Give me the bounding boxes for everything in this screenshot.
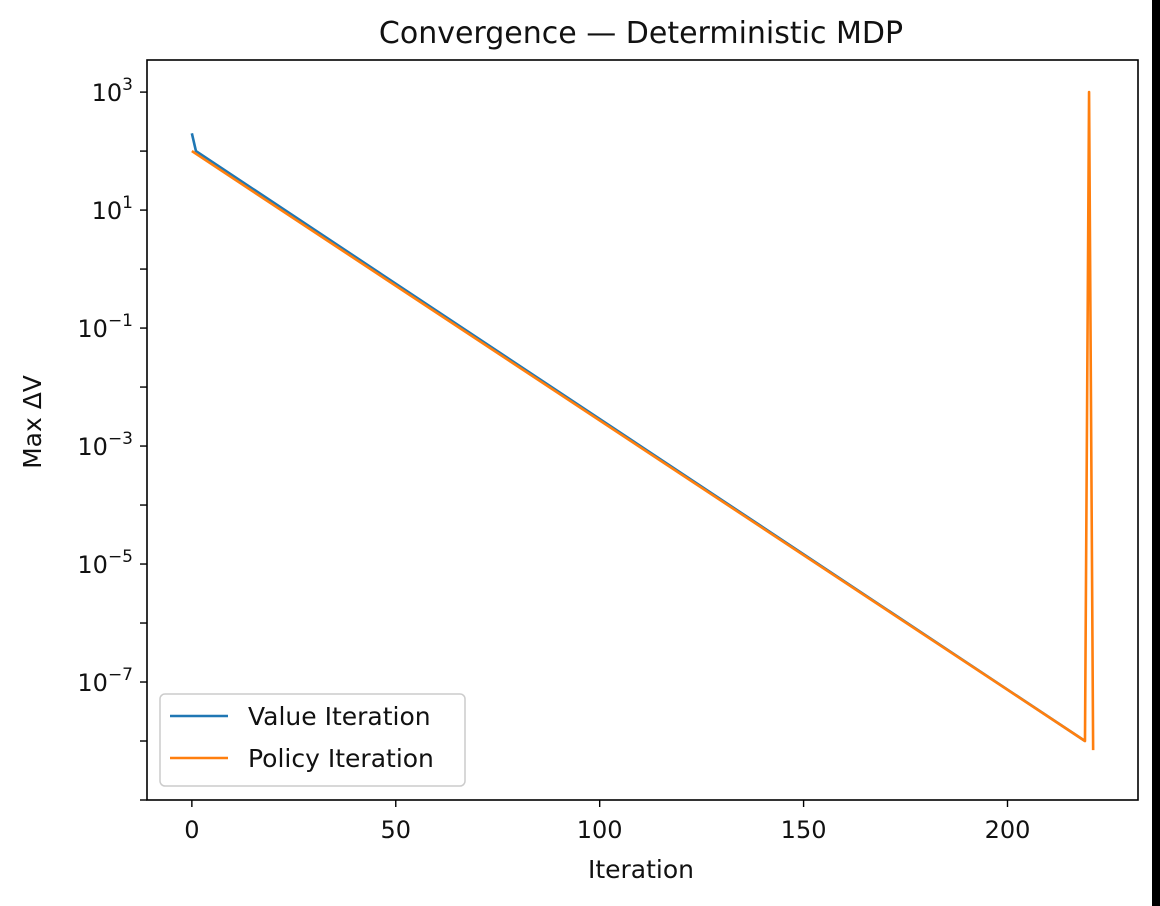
y-axis-label: Max ΔV [18,375,47,469]
x-axis-label: Iteration [588,855,694,884]
x-axis-ticks: 0 50 100 150 200 [184,800,1030,844]
chart-title: Convergence — Deterministic MDP [379,16,903,51]
legend-label-policy-iteration: Policy Iteration [248,744,434,773]
plot-frame [146,59,1139,801]
series-line-value-iteration [190,133,1086,743]
x-tick-label: 0 [184,816,199,844]
legend: Value Iteration Policy Iteration [159,693,466,787]
x-tick-label: 200 [985,816,1031,844]
y-axis-ticks: 103 101 10−1 10−3 10−5 10−7 [77,75,147,801]
window-edge [1152,0,1160,906]
y-tick-label: 10−3 [77,429,133,461]
y-tick-label: 103 [92,75,133,107]
y-tick-label: 10−1 [77,311,133,343]
y-tick-label: 101 [92,193,133,225]
y-tick-label: 10−7 [77,665,133,697]
legend-box [159,693,466,787]
x-tick-label: 100 [577,816,623,844]
y-tick-label: 10−5 [77,547,133,579]
legend-label-value-iteration: Value Iteration [248,702,431,731]
plot-series [190,90,1095,751]
x-tick-label: 150 [781,816,827,844]
series-line-policy-iteration [191,90,1095,751]
x-tick-label: 50 [380,816,411,844]
